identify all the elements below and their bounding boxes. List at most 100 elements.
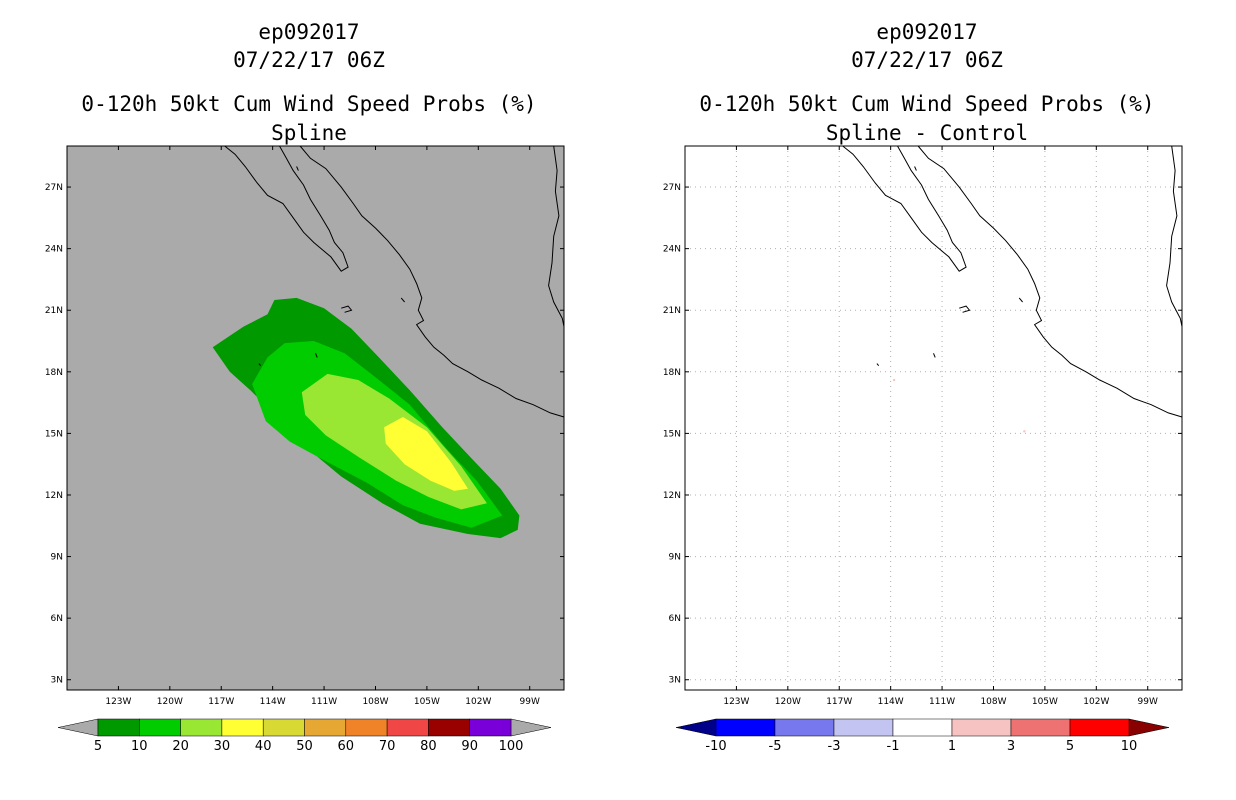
colorbar-swatch xyxy=(97,718,140,737)
lon-label: 111W xyxy=(311,697,337,707)
colorbar-swatch xyxy=(892,718,953,737)
subtitle: Spline - Control xyxy=(825,121,1029,145)
lat-label: 27N xyxy=(663,183,681,193)
left-panel: ep092017 07/22/17 06Z 0-120h 50kt Cum Wi… xyxy=(45,20,565,754)
colorbar-label: 10 xyxy=(1121,739,1138,754)
map-background xyxy=(685,146,1182,690)
storm-id-title: ep092017 xyxy=(258,20,360,44)
lat-label: 21N xyxy=(663,306,681,316)
gridlines xyxy=(685,146,1182,690)
probability-contours xyxy=(212,297,520,539)
colorbar-label: 20 xyxy=(172,739,189,754)
lon-label: 102W xyxy=(1083,697,1109,707)
map-frame xyxy=(684,145,1183,691)
lon-label: 114W xyxy=(878,697,904,707)
colorbar-swatch xyxy=(345,718,388,737)
right-panel: ep092017 07/22/17 06Z 0-120h 50kt Cum Wi… xyxy=(618,0,1236,800)
colorbar-label: -1 xyxy=(887,739,900,754)
lat-label: 15N xyxy=(663,429,681,439)
lat-label: 6N xyxy=(669,614,681,624)
lat-label: 27N xyxy=(45,183,63,193)
lat-label: 9N xyxy=(51,553,63,563)
lon-label: 108W xyxy=(362,697,388,707)
lon-label: 111W xyxy=(929,697,955,707)
lat-label: 12N xyxy=(45,491,63,501)
colorbar-label: 90 xyxy=(461,739,478,754)
colorbar-label: 60 xyxy=(338,739,355,754)
datetime-title: 07/22/17 06Z xyxy=(233,48,385,72)
difference-speck xyxy=(1023,430,1026,433)
colorbar-swatch xyxy=(469,718,512,737)
storm-id-title: ep092017 xyxy=(876,20,978,44)
lon-label: 117W xyxy=(208,697,234,707)
contour-30pct xyxy=(384,417,468,491)
colorbar-swatch xyxy=(951,718,1012,737)
colorbar-swatch xyxy=(139,718,181,737)
colorbar-label: 100 xyxy=(499,739,524,754)
map-frame xyxy=(66,145,565,691)
lat-label: 9N xyxy=(669,553,681,563)
map-plot-left: 27N 24N 21N 18N 15N 12N 9N 6N 3N 123W 120W 117W 114W… xyxy=(45,145,565,754)
colorbar-swatch xyxy=(1069,718,1130,737)
lon-label: 123W xyxy=(723,697,749,707)
product-title: 0-120h 50kt Cum Wind Speed Probs (%) xyxy=(699,92,1155,116)
colorbar-label: 80 xyxy=(420,739,437,754)
lat-label: 18N xyxy=(663,368,681,378)
colorbar-label: 5 xyxy=(94,739,102,754)
colorbar-label: 30 xyxy=(214,739,231,754)
map-plot-right: 27N 24N 21N 18N 15N 12N 9N 6N 3N 123W 120W 117W 114W… xyxy=(663,145,1183,754)
colorbar-swatch xyxy=(715,718,776,737)
colorbar-label: -5 xyxy=(769,739,782,754)
colorbar-label: -10 xyxy=(705,739,726,754)
subtitle: Spline xyxy=(271,121,347,145)
colorbar-label: 70 xyxy=(379,739,396,754)
colorbar-swatch xyxy=(833,718,894,737)
lat-label: 24N xyxy=(663,245,681,255)
colorbar-swatch xyxy=(1010,718,1071,737)
datetime-title: 07/22/17 06Z xyxy=(851,48,1003,72)
product-title: 0-120h 50kt Cum Wind Speed Probs (%) xyxy=(81,92,537,116)
colorbar-low-arrow xyxy=(675,718,717,737)
colorbar-label: 1 xyxy=(948,739,956,754)
lon-label: 123W xyxy=(105,697,131,707)
colorbar-label: 5 xyxy=(1066,739,1074,754)
coastline xyxy=(842,145,1183,418)
lat-label: 15N xyxy=(45,429,63,439)
colorbar-low-arrow xyxy=(57,718,99,737)
lon-label: 108W xyxy=(980,697,1006,707)
colorbar: 5 10 20 30 40 50 60 70 80 90 100 xyxy=(57,718,552,754)
difference-speck xyxy=(892,378,896,382)
colorbar-swatch xyxy=(428,718,470,737)
colorbar-label: 40 xyxy=(255,739,272,754)
lat-label: 3N xyxy=(51,676,63,686)
colorbar-swatch xyxy=(386,718,429,737)
lon-label: 102W xyxy=(465,697,491,707)
colorbar-swatch xyxy=(221,718,264,737)
lat-label: 24N xyxy=(45,245,63,255)
colorbar-high-arrow xyxy=(1128,718,1170,737)
colorbar-label: -3 xyxy=(828,739,841,754)
lon-label: 99W xyxy=(520,697,540,707)
colorbar-label: 50 xyxy=(296,739,313,754)
colorbar-swatch xyxy=(180,718,223,737)
colorbar-swatch xyxy=(262,718,305,737)
colorbar: -10 -5 -3 -1 1 3 5 10 xyxy=(675,718,1170,754)
colorbar-swatch xyxy=(774,718,835,737)
colorbar-label: 3 xyxy=(1007,739,1015,754)
lat-label: 21N xyxy=(45,306,63,316)
lon-label: 105W xyxy=(1032,697,1058,707)
coastline xyxy=(224,145,565,418)
lat-label: 6N xyxy=(51,614,63,624)
colorbar-swatch xyxy=(304,718,347,737)
lon-label: 120W xyxy=(157,697,183,707)
lat-label: 18N xyxy=(45,368,63,378)
lon-label: 105W xyxy=(414,697,440,707)
lon-label: 117W xyxy=(826,697,852,707)
lat-label: 12N xyxy=(663,491,681,501)
lat-label: 3N xyxy=(669,676,681,686)
lon-label: 114W xyxy=(260,697,286,707)
colorbar-label: 10 xyxy=(131,739,148,754)
colorbar-high-arrow xyxy=(510,718,552,737)
lon-label: 99W xyxy=(1138,697,1158,707)
lon-label: 120W xyxy=(775,697,801,707)
